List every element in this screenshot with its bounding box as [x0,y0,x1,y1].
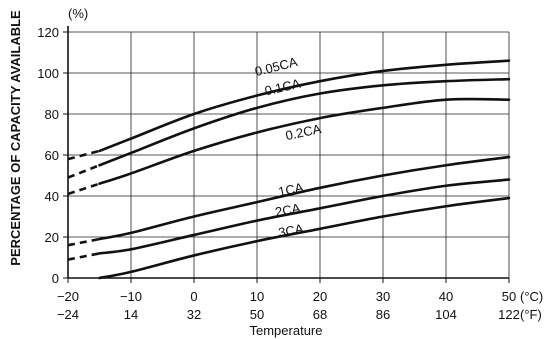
series-label-2ca: 2CA [274,200,302,219]
series-line-2ca [98,178,511,255]
series-line-005ca [98,59,511,153]
axes [63,26,510,283]
y-tick-label: 100 [37,66,59,81]
x-tick-label-celsius: 20 [313,289,327,304]
y-tick-label: 80 [45,107,59,122]
x-tick-label-celsius: −10 [120,289,142,304]
y-axis-title: PERCENTAGE OF CAPACITY AVAILABLE [8,10,23,266]
x-tick-label-celsius: 0 [190,289,197,304]
x-tick-label-celsius: −20 [57,289,79,304]
series-line-dashed-005ca [67,149,100,161]
series-line-3ca [98,196,511,280]
x-tick-label-fahrenheit: 14 [124,307,138,322]
series-line-dashed-02ca [67,182,100,196]
series-label-02ca: 0.2CA [284,121,323,143]
series-label-005ca: 0.05CA [253,54,299,79]
y-tick-label: 0 [52,271,59,286]
x-unit-celsius: (°C) [520,289,543,304]
x-tick-label-fahrenheit: 122 [498,307,520,322]
series-line-dashed-2ca [67,252,100,261]
x-tick-label-fahrenheit: 86 [376,307,390,322]
y-tick-label: 120 [37,25,59,40]
x-tick-label-celsius: 40 [439,289,453,304]
x-axis-title: Temperature [250,323,323,338]
series-label-3ca: 3CA [277,221,305,240]
series-line-01ca [98,77,511,167]
x-tick-label-fahrenheit: 50 [250,307,264,322]
y-tick-label: 20 [45,230,59,245]
x-tick-label-celsius: 10 [250,289,264,304]
grid [68,31,510,278]
x-tick-label-fahrenheit: 104 [435,307,457,322]
y-unit-label: (%) [68,6,88,21]
series-lines [67,59,511,280]
tick-labels: 0 20 40 60 80 100 120 −20 −24 −10 14 0 32 10 50 20 68 30 8… [37,25,520,322]
x-unit-fahrenheit: (°F) [520,307,542,322]
x-tick-label-celsius: 30 [376,289,390,304]
series-label-1ca: 1CA [277,180,305,200]
series-line-dashed-01ca [67,164,100,179]
y-tick-label: 60 [45,148,59,163]
y-tick-label: 40 [45,189,59,204]
x-tick-label-fahrenheit: −24 [57,307,79,322]
series-label-01ca: 0.1CA [263,76,302,99]
x-tick-label-celsius: 50 [502,289,516,304]
series-line-02ca [98,97,511,185]
x-tick-label-fahrenheit: 68 [313,307,327,322]
series-line-dashed-1ca [67,237,100,247]
x-tick-label-fahrenheit: 32 [187,307,201,322]
series-line-1ca [98,155,511,241]
